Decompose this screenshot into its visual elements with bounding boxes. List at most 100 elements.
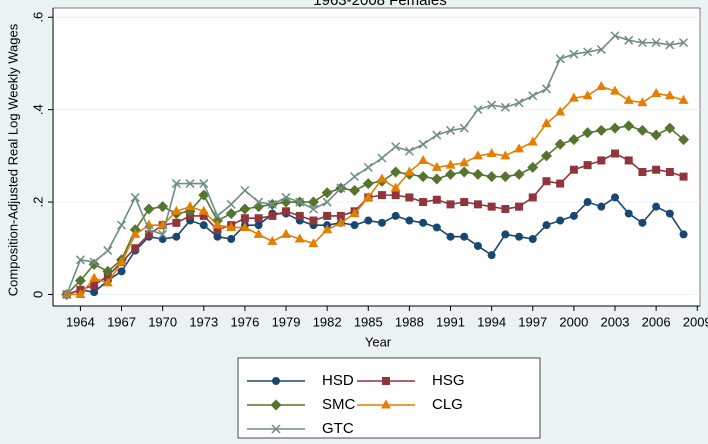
- marker: [542, 221, 551, 230]
- marker: [294, 233, 305, 243]
- x-tick-label: 1991: [436, 314, 465, 329]
- marker: [678, 94, 689, 104]
- marker: [363, 191, 374, 201]
- marker: [515, 232, 524, 241]
- marker: [500, 150, 511, 160]
- marker: [376, 173, 387, 183]
- marker: [473, 200, 482, 209]
- legend-label: CLG: [432, 396, 463, 413]
- marker: [528, 91, 538, 101]
- marker: [501, 204, 510, 213]
- marker: [624, 156, 633, 165]
- marker: [568, 92, 579, 102]
- marker: [610, 85, 621, 95]
- x-tick-label: 2009: [683, 314, 708, 329]
- marker: [568, 134, 580, 146]
- marker: [582, 127, 594, 139]
- legend-box: [237, 357, 541, 439]
- marker: [336, 211, 345, 220]
- series-line: [66, 85, 684, 296]
- marker: [404, 146, 414, 156]
- x-axis-label: Year: [365, 334, 392, 349]
- marker: [679, 172, 688, 181]
- chart-title: 1963-2008 Females: [313, 0, 446, 9]
- marker: [171, 179, 181, 189]
- marker: [382, 377, 390, 385]
- marker: [569, 49, 579, 59]
- marker: [308, 238, 319, 248]
- marker: [213, 225, 222, 234]
- marker: [637, 97, 648, 107]
- marker: [609, 122, 621, 134]
- marker: [405, 193, 414, 202]
- x-tick-label: 1967: [107, 314, 136, 329]
- marker: [89, 272, 100, 282]
- marker: [528, 193, 537, 202]
- x-tick-label: 1994: [477, 314, 506, 329]
- marker: [117, 267, 126, 276]
- marker: [254, 221, 263, 230]
- marker: [270, 399, 282, 411]
- marker: [527, 136, 538, 146]
- marker: [199, 211, 208, 220]
- marker: [281, 228, 292, 238]
- marker: [528, 235, 537, 244]
- x-tick-label: 1970: [148, 314, 177, 329]
- marker: [623, 120, 635, 132]
- marker: [377, 153, 387, 163]
- marker: [199, 179, 209, 189]
- marker: [307, 196, 319, 208]
- marker: [199, 221, 208, 230]
- marker: [212, 219, 223, 229]
- marker: [556, 216, 565, 225]
- marker: [554, 138, 566, 150]
- x-tick-label: 1976: [230, 314, 259, 329]
- marker: [117, 220, 127, 230]
- marker: [271, 424, 281, 434]
- x-tick-label: 1964: [66, 314, 95, 329]
- marker: [541, 118, 552, 128]
- legend-label: GTC: [322, 420, 354, 437]
- marker: [664, 90, 675, 100]
- marker: [445, 159, 456, 169]
- marker: [335, 217, 346, 227]
- marker: [75, 255, 85, 265]
- y-axis-label: Composition-Adjusted Real Log Weekly Wag…: [5, 23, 20, 296]
- marker: [445, 125, 456, 135]
- marker: [664, 122, 676, 134]
- marker: [419, 218, 428, 227]
- marker: [678, 134, 690, 146]
- x-tick-label: 1988: [395, 314, 424, 329]
- marker: [89, 257, 99, 267]
- marker: [432, 130, 442, 140]
- marker: [499, 171, 511, 183]
- marker: [158, 229, 168, 239]
- marker: [390, 182, 401, 192]
- marker: [596, 45, 606, 55]
- marker: [555, 54, 565, 64]
- marker: [651, 87, 662, 97]
- marker: [390, 166, 402, 178]
- marker: [624, 35, 634, 45]
- marker: [267, 199, 277, 209]
- x-tick-label: 1973: [189, 314, 218, 329]
- marker: [103, 246, 113, 256]
- marker: [460, 198, 469, 207]
- marker: [404, 166, 415, 176]
- marker: [391, 211, 400, 220]
- x-tick-label: 2006: [642, 314, 671, 329]
- marker: [157, 201, 169, 213]
- marker: [487, 202, 496, 211]
- marker: [418, 139, 428, 149]
- marker: [432, 223, 441, 232]
- marker: [445, 168, 457, 180]
- marker: [308, 204, 318, 214]
- marker: [226, 199, 236, 209]
- y-tick-label: .4: [30, 104, 45, 115]
- marker: [679, 230, 688, 239]
- marker: [281, 192, 291, 202]
- x-tick-label: 2000: [559, 314, 588, 329]
- marker: [185, 201, 196, 211]
- x-tick-label: 2003: [601, 314, 630, 329]
- legend-label: HSD: [322, 372, 354, 389]
